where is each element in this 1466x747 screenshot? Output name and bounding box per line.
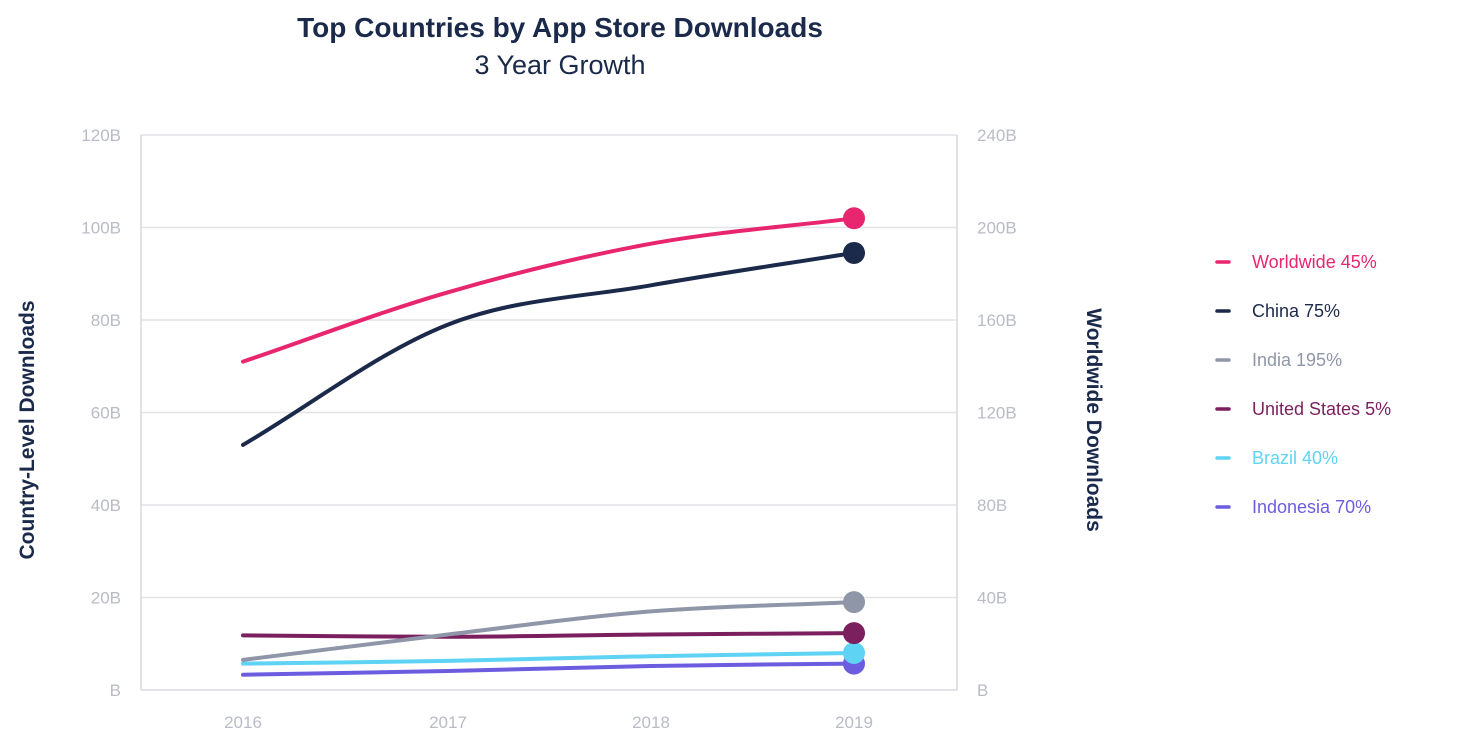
y2-tick-label: 120B <box>977 404 1017 423</box>
series-line-united-states <box>241 631 856 639</box>
legend-label-india: India 195% <box>1252 350 1342 370</box>
series-endpoint-india <box>843 591 865 614</box>
y2-tick-label: 40B <box>977 589 1007 608</box>
legend-label-worldwide: Worldwide 45% <box>1252 252 1377 272</box>
y-tick-label: 40B <box>91 496 121 515</box>
y-tick-label: 20B <box>91 589 121 608</box>
y2-tick-label: 240B <box>977 126 1017 145</box>
series-endpoint-worldwide <box>843 207 865 230</box>
legend-label-brazil: Brazil 40% <box>1252 448 1338 468</box>
y2-tick-label: 200B <box>977 219 1017 238</box>
legend-label-china: China 75% <box>1252 301 1340 321</box>
x-tick-label: 2016 <box>224 713 262 732</box>
series-line-india <box>241 600 856 662</box>
series-line-worldwide <box>241 216 856 364</box>
y-tick-label: B <box>110 681 121 700</box>
y2-axis-title: Worldwide Downloads <box>1082 308 1105 532</box>
legend-label-united-states: United States 5% <box>1252 399 1391 419</box>
y-tick-label: 80B <box>91 311 121 330</box>
series-line-china <box>241 250 856 447</box>
y2-tick-label: B <box>977 681 988 700</box>
y-tick-label: 60B <box>91 404 121 423</box>
y2-tick-label: 160B <box>977 311 1017 330</box>
y-tick-label: 120B <box>81 126 121 145</box>
chart-title: Top Countries by App Store Downloads <box>297 12 823 43</box>
x-tick-label: 2019 <box>835 713 873 732</box>
chart-subtitle: 3 Year Growth <box>474 50 646 80</box>
y2-tick-label: 80B <box>977 496 1007 515</box>
series-endpoint-united-states <box>843 622 865 645</box>
y-tick-label: 100B <box>81 219 121 238</box>
x-tick-label: 2017 <box>429 713 467 732</box>
y-axis-title: Country-Level Downloads <box>16 300 39 559</box>
series-line-brazil <box>241 651 856 666</box>
series-line-indonesia <box>241 661 856 677</box>
series-endpoint-china <box>843 241 865 264</box>
series-endpoint-brazil <box>843 642 865 664</box>
legend-label-indonesia: Indonesia 70% <box>1252 497 1371 517</box>
x-tick-label: 2018 <box>632 713 670 732</box>
